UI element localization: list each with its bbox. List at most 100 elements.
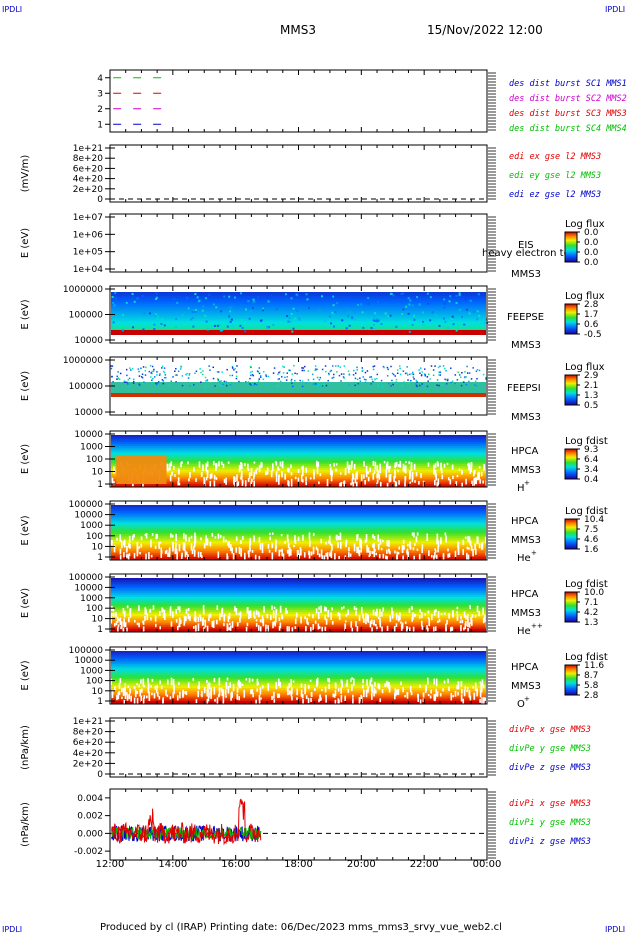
feepse-speckle <box>418 303 421 306</box>
feepse-speckle <box>463 323 466 326</box>
hpca_o-gap <box>150 685 152 688</box>
feepsi-speckle <box>140 376 143 378</box>
hpca_h-gap <box>456 475 459 478</box>
feepsi-speckle <box>416 381 418 383</box>
feepsi-speckle <box>461 371 463 374</box>
feepsi-colorbar <box>564 374 578 406</box>
hpca_he-band <box>111 505 486 508</box>
feepse-speckle <box>384 297 387 300</box>
feepse-speckle <box>194 309 197 312</box>
hpca_o-gap <box>119 678 122 684</box>
hpca_hepp-gap <box>435 609 437 613</box>
hpca_he-gap <box>175 542 177 551</box>
hpca_h-gap <box>132 482 134 487</box>
hpca_he-sc-label: MMS3 <box>511 535 541 546</box>
feepse-speckle <box>121 313 124 316</box>
feepse-speckle <box>328 315 331 318</box>
hpca_hepp-gap <box>471 619 473 626</box>
hpca_h-gap <box>377 470 379 478</box>
hpca_hepp-gap <box>150 617 152 621</box>
hpca_he-gap <box>415 536 418 543</box>
hpca_hepp-gap <box>266 613 269 619</box>
hpca_h-gap <box>363 474 365 479</box>
feepsi-speckle <box>412 376 415 378</box>
hpca_he-gap <box>326 552 329 560</box>
hpca_hepp-gap <box>389 615 392 622</box>
hpca_he-gap <box>128 535 131 543</box>
hpca_h-gap <box>301 466 303 470</box>
hpca_he-gap <box>437 540 440 545</box>
hpca_h-gap <box>297 469 300 473</box>
edi-ylabel: (mV/m) <box>20 155 31 193</box>
hpca_he-gap <box>371 551 373 554</box>
hpca_o-gap <box>370 677 373 682</box>
hpca_hepp-gap <box>434 626 437 631</box>
hpca_hepp-gap <box>331 620 334 625</box>
feepse-speckle <box>387 315 390 318</box>
hpca_o-gap <box>296 697 298 700</box>
hpca_he-gap <box>315 546 318 550</box>
hpca_he-gap <box>297 549 299 556</box>
hpca_he-gap <box>289 547 291 553</box>
hpca_h-gap <box>360 474 363 481</box>
hpca_o-gap <box>307 685 310 689</box>
x-tick-label: 22:00 <box>410 859 439 870</box>
hpca_hepp-gap <box>115 621 118 626</box>
hpca_he-gap <box>159 541 162 544</box>
hpca_o-colorbar-label: 11.6 <box>584 661 604 671</box>
hpca_o-gap <box>271 695 273 701</box>
hpca_he-gap <box>197 551 200 558</box>
hpca_h-gap <box>470 461 473 468</box>
feepsi-speckle <box>255 383 258 386</box>
hpca_o-gap <box>192 678 195 681</box>
feepse-speckle <box>112 303 115 306</box>
feepsi-speckle <box>174 370 176 373</box>
hpca_hepp-gap <box>178 623 180 628</box>
hpca_hepp-gap <box>360 607 363 614</box>
hpca_o-gap <box>255 699 257 707</box>
feepse-speckle <box>376 320 379 323</box>
hpca_hepp-gap <box>263 606 265 613</box>
feepsi-speckle <box>372 380 375 383</box>
hpca_h-gap <box>374 461 377 470</box>
hpca_hepp-gap <box>486 606 489 614</box>
feepse-speckle <box>227 306 230 309</box>
feepsi-speckle <box>138 375 141 377</box>
feepse-band <box>111 319 486 322</box>
feepse-speckle <box>195 298 198 301</box>
feepsi-speckle <box>445 378 447 381</box>
feepsi-speckle <box>450 367 452 369</box>
feepsi-speckle <box>132 380 135 383</box>
hpca_o-gap <box>291 696 293 701</box>
feepse-band <box>111 321 486 324</box>
divpe-ytick-label: 2e+20 <box>73 759 104 769</box>
hpca_o-band <box>111 682 486 685</box>
hpca_hepp-gap <box>231 621 234 628</box>
hpca_h-gap <box>178 482 181 486</box>
hpca_he-band <box>111 528 486 531</box>
feepsi-speckle <box>399 373 402 376</box>
hpca_he-gap <box>320 549 323 557</box>
feepse-speckle <box>452 323 455 326</box>
hpca_h-ylabel: E (eV) <box>20 444 31 474</box>
hpca_hepp-band <box>111 591 486 594</box>
hpca_o-gap <box>231 692 233 698</box>
hpca_o-gap <box>347 688 350 693</box>
hpca_hepp-gap <box>245 626 248 634</box>
hpca_h-gap <box>209 474 212 480</box>
hpca_hepp-gap <box>189 615 191 621</box>
feepse-speckle <box>215 306 218 309</box>
hpca_o-gap <box>207 689 210 693</box>
hpca_hepp-gap <box>126 627 128 633</box>
hpca_o-band <box>111 675 486 678</box>
feepsi-speckle <box>382 365 385 368</box>
hpca_he-gap <box>259 543 262 550</box>
hpca_o-gap <box>362 684 364 689</box>
hpca_h-gap <box>470 465 473 473</box>
hpca_h-species-label: H <box>517 483 525 494</box>
hpca_he-gap <box>386 549 388 554</box>
hpca_he-gap <box>188 537 191 542</box>
hpca_hepp-band <box>111 583 486 587</box>
hpca_o-gap <box>305 695 308 699</box>
hpca_o-gap <box>454 690 457 697</box>
